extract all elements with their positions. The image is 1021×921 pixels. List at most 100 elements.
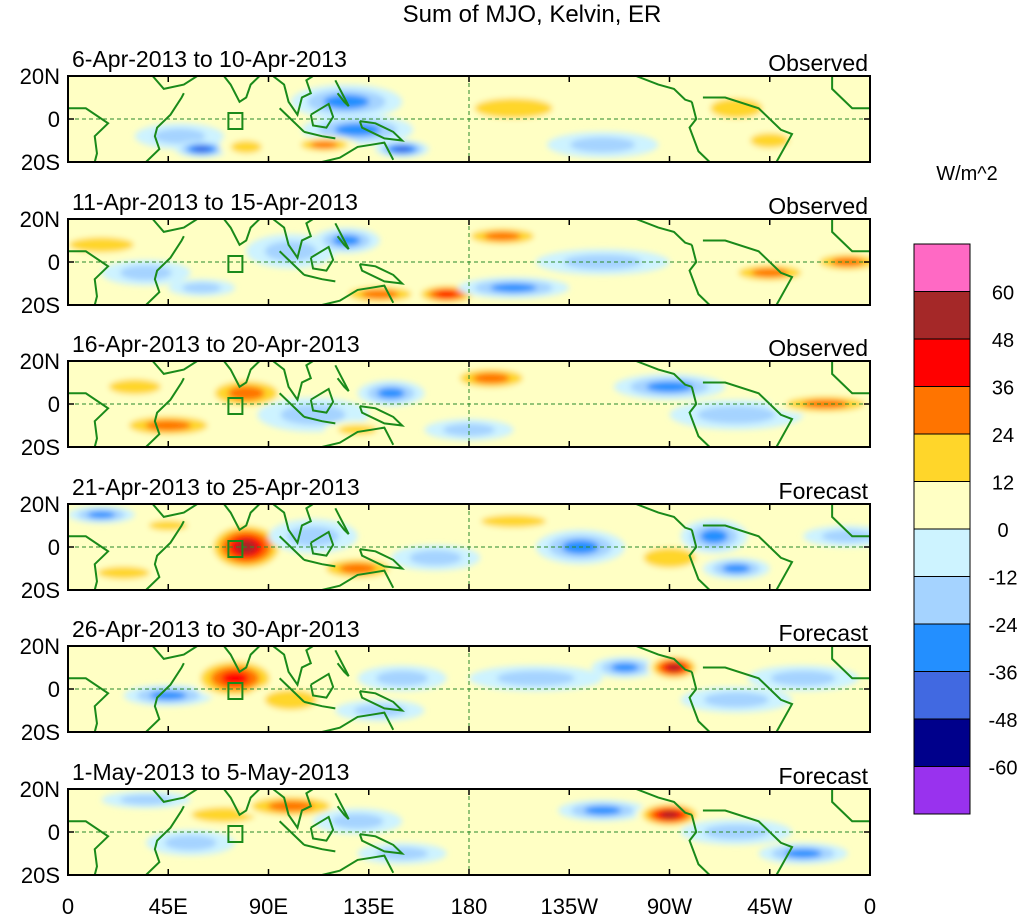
anomaly-contour [646,381,693,393]
map-panel: 20N 0 20S 6-Apr-2013 to 10-Apr-2013 Observed [20,46,871,175]
anomaly-contour [227,386,265,401]
anomaly-contour [108,379,161,395]
coastline [151,646,198,661]
map-panel: 20N 0 20S 21-Apr-2013 to 25-Apr-2013 Forecas… [20,474,871,603]
coastline [334,792,350,820]
coastline [145,92,185,162]
coastline [303,558,336,568]
coastline [278,107,305,133]
panel-date-range: 21-Apr-2013 to 25-Apr-2013 [72,474,360,500]
coastline [309,102,335,129]
anomaly-contour [393,146,411,152]
coastline [68,677,110,732]
coastline [278,677,305,703]
coastline [278,392,305,418]
colorbar-swatch [913,433,971,482]
panel-status: Observed [768,193,868,219]
anomaly-contour [667,664,681,671]
panel-date-range: 1-May-2013 to 5-May-2013 [72,759,349,785]
latitude-label: 20S [21,720,60,745]
anomaly-contour [750,132,790,149]
coastline [223,219,262,247]
coastline [688,386,711,447]
coastline [334,649,350,677]
longitude-label: 90E [249,894,288,919]
anomaly-contour [643,547,696,568]
anomaly-contour [220,671,250,686]
anomaly-contour [710,98,763,119]
colorbar-label: -24 [989,615,1018,637]
anomaly-contour [164,835,217,851]
coastline [831,219,870,253]
anomaly-contour [443,423,495,437]
coastlines [68,361,870,447]
anomaly-contour [722,564,751,573]
latitude-label: 20N [20,349,60,374]
coastline [831,789,870,823]
panel-date-range: 16-Apr-2013 to 20-Apr-2013 [72,331,360,357]
map-panel: 20N 0 20S 1-May-2013 to 5-May-2013 Forecast [20,759,871,888]
coastline [321,569,395,590]
coastline [831,361,870,395]
latitude-label: 0 [48,250,60,275]
latitude-label: 20S [21,435,60,460]
longitude-label: 90W [647,894,692,919]
panel-status: Forecast [779,763,869,789]
coastline [303,415,336,425]
anomaly-contour [68,237,134,253]
coastline [635,76,693,103]
latitude-label: 20S [21,578,60,603]
coastline [358,120,406,142]
coastline [278,820,305,846]
coastline [151,219,198,234]
coastline [321,284,395,305]
coastline [635,361,693,388]
anomaly-contour [490,283,537,293]
anomaly-contour [87,511,116,519]
coastline [358,548,406,570]
panel-status: Observed [768,335,868,361]
coastline [303,130,336,140]
colorbar-swatch [913,243,971,292]
coastline [334,364,350,392]
longitude-label: 45E [149,894,188,919]
colorbar-label: 0 [997,520,1008,542]
coastline [303,273,336,283]
anomaly-contour [287,526,340,547]
anomaly-contour [339,563,376,574]
coastline [358,405,406,427]
latitude-label: 20N [20,634,60,659]
coastline [688,671,711,732]
map-panel: 20N 0 20S 16-Apr-2013 to 20-Apr-2013 Observe… [20,331,871,460]
coastline [223,504,262,532]
anomaly-contour [474,98,553,119]
coastline [272,789,314,831]
colorbar-label: 60 [992,283,1014,305]
anomaly-contour [821,529,870,543]
coastline [278,535,305,561]
coastline [272,646,314,688]
coastline [145,805,185,875]
coastline [358,263,406,285]
colorbar-label: 12 [992,473,1014,495]
panel-date-range: 26-Apr-2013 to 30-Apr-2013 [72,616,360,642]
coastline [151,789,198,804]
region-box [227,112,244,130]
coastline [303,843,336,853]
coastline [635,504,693,531]
anomaly-contour [703,692,769,708]
anomaly-contour [436,290,458,298]
coastline [334,222,350,250]
panels: 20N 0 20S 6-Apr-2013 to 10-Apr-2013 Observed… [20,46,871,888]
coastline [635,219,693,246]
colorbar-swatch [913,528,971,577]
anomaly-contour [331,813,384,829]
anomaly-contour [376,670,429,686]
latitude-label: 20N [20,777,60,802]
anomaly-contour [338,424,378,435]
anomaly-contour [484,231,521,241]
anomaly-contour [97,566,150,580]
longitude-label: 0 [62,894,74,919]
anomaly-contour [770,670,836,686]
